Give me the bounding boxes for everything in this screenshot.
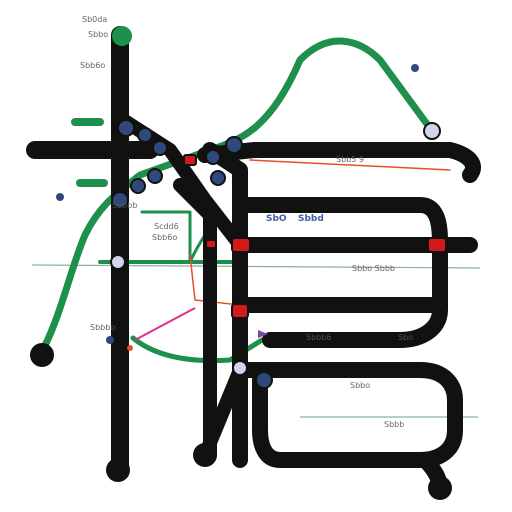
label-blue-1: SbO bbox=[266, 214, 287, 224]
station-6[interactable] bbox=[147, 168, 163, 184]
label-center-box-2: Sbb6o bbox=[152, 233, 177, 242]
red-line-upper bbox=[249, 159, 451, 171]
station-5[interactable] bbox=[225, 136, 243, 154]
terminus-bottom-left[interactable] bbox=[106, 458, 130, 482]
station-11[interactable] bbox=[255, 371, 273, 389]
label-mid-right: Sbbo Sbbb bbox=[352, 264, 395, 273]
station-7[interactable] bbox=[130, 178, 146, 194]
transfer-station-5[interactable] bbox=[205, 239, 217, 249]
black-line-center-diag bbox=[173, 178, 217, 462]
transfer-station-4[interactable] bbox=[183, 154, 197, 166]
station-3[interactable] bbox=[152, 140, 168, 156]
station-1[interactable] bbox=[117, 119, 135, 137]
station-16[interactable] bbox=[106, 336, 114, 344]
station-9[interactable] bbox=[110, 254, 126, 270]
terminus-dots bbox=[30, 26, 452, 500]
stations bbox=[56, 64, 441, 389]
black-line-right-loop bbox=[232, 197, 448, 348]
terminus-bottom-right[interactable] bbox=[428, 476, 452, 500]
transfer-stations bbox=[183, 154, 447, 319]
terminus-bottom-center[interactable] bbox=[193, 443, 217, 467]
label-top-left-3: Sbb6o bbox=[80, 61, 105, 70]
station-4[interactable] bbox=[205, 149, 221, 165]
label-left-low: Sbbbo bbox=[90, 323, 115, 332]
black-line-bottom-loop bbox=[232, 362, 463, 468]
thin-line-horizontal-1 bbox=[31, 264, 481, 269]
transfer-station-3[interactable] bbox=[231, 303, 249, 319]
label-blue-2: Sbbd bbox=[298, 214, 324, 224]
station-13[interactable] bbox=[423, 122, 441, 140]
junction-dot bbox=[127, 345, 133, 351]
station-2[interactable] bbox=[137, 127, 153, 143]
station-14[interactable] bbox=[411, 64, 419, 72]
label-top-left-2: Sbbo bbox=[88, 30, 108, 39]
label-mid-low-2: Sbo bbox=[398, 333, 413, 342]
terminus-left[interactable] bbox=[30, 343, 54, 367]
label-mid-low: Sbbb6 bbox=[306, 333, 331, 342]
label-bottom-right-3: Sbbbb bbox=[112, 201, 137, 210]
green-line-lower-branch bbox=[130, 335, 423, 364]
direction-marker bbox=[258, 330, 268, 338]
station-10[interactable] bbox=[210, 170, 226, 186]
label-bottom-right-2: Sbbb bbox=[384, 420, 404, 429]
label-center-box: Scdd6 bbox=[154, 222, 179, 231]
map-labels: Sb0da Sbbo Sbb6o Sbb5 9 Scdd6 Sbb6o SbO … bbox=[80, 15, 413, 429]
station-12[interactable] bbox=[232, 360, 248, 376]
black-line-bottom-diag bbox=[198, 363, 247, 462]
label-top-left-1: Sb0da bbox=[82, 15, 107, 24]
terminus-top-green[interactable] bbox=[112, 26, 132, 46]
station-15[interactable] bbox=[56, 193, 64, 201]
black-line-upper-right bbox=[197, 142, 481, 183]
label-right-1: Sbb5 9 bbox=[336, 155, 364, 164]
pink-line bbox=[134, 307, 196, 341]
transfer-station-2[interactable] bbox=[427, 237, 447, 253]
transfer-station-1[interactable] bbox=[231, 237, 251, 253]
label-bottom-right-1: Sbbo bbox=[350, 381, 370, 390]
station-8[interactable] bbox=[111, 191, 129, 209]
